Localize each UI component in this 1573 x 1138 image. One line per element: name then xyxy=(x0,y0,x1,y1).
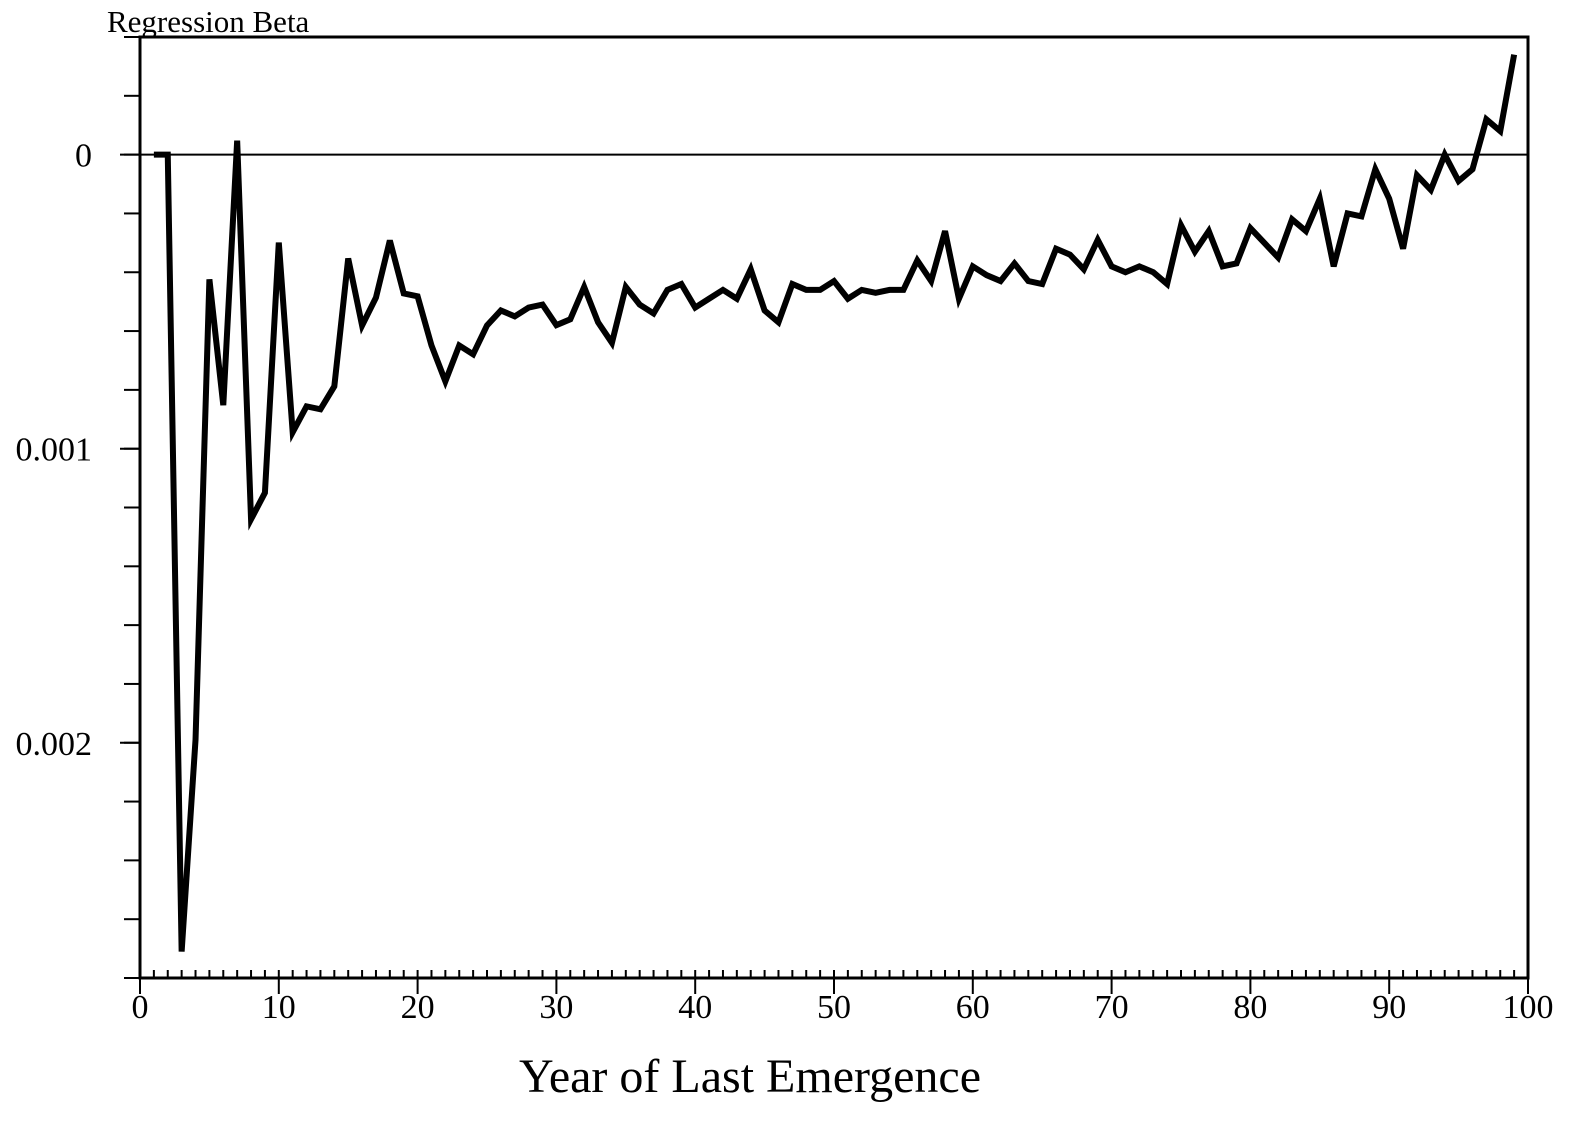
x-tick-label: 30 xyxy=(539,989,573,1026)
x-axis-label: Year of Last Emergence xyxy=(519,1050,981,1103)
plot-frame xyxy=(138,35,1530,980)
y-tick-label: 0.001 xyxy=(16,432,93,469)
x-tick-label: 80 xyxy=(1233,989,1267,1026)
x-tick-label: 70 xyxy=(1095,989,1129,1026)
y-axis-label: Regression Beta xyxy=(107,4,310,39)
y-tick-label: 0 xyxy=(75,138,92,175)
y-tick-label: 0.002 xyxy=(16,726,93,763)
x-tick-label: 40 xyxy=(678,989,712,1026)
x-tick-label: 60 xyxy=(956,989,990,1026)
x-tick-label: 50 xyxy=(817,989,851,1026)
x-tick-label: 10 xyxy=(262,989,296,1026)
x-tick-label: 0 xyxy=(132,989,149,1026)
x-tick-label: 90 xyxy=(1372,989,1406,1026)
x-tick-label: 20 xyxy=(401,989,435,1026)
data-line xyxy=(153,54,1518,952)
x-tick-label: 100 xyxy=(1503,989,1554,1026)
